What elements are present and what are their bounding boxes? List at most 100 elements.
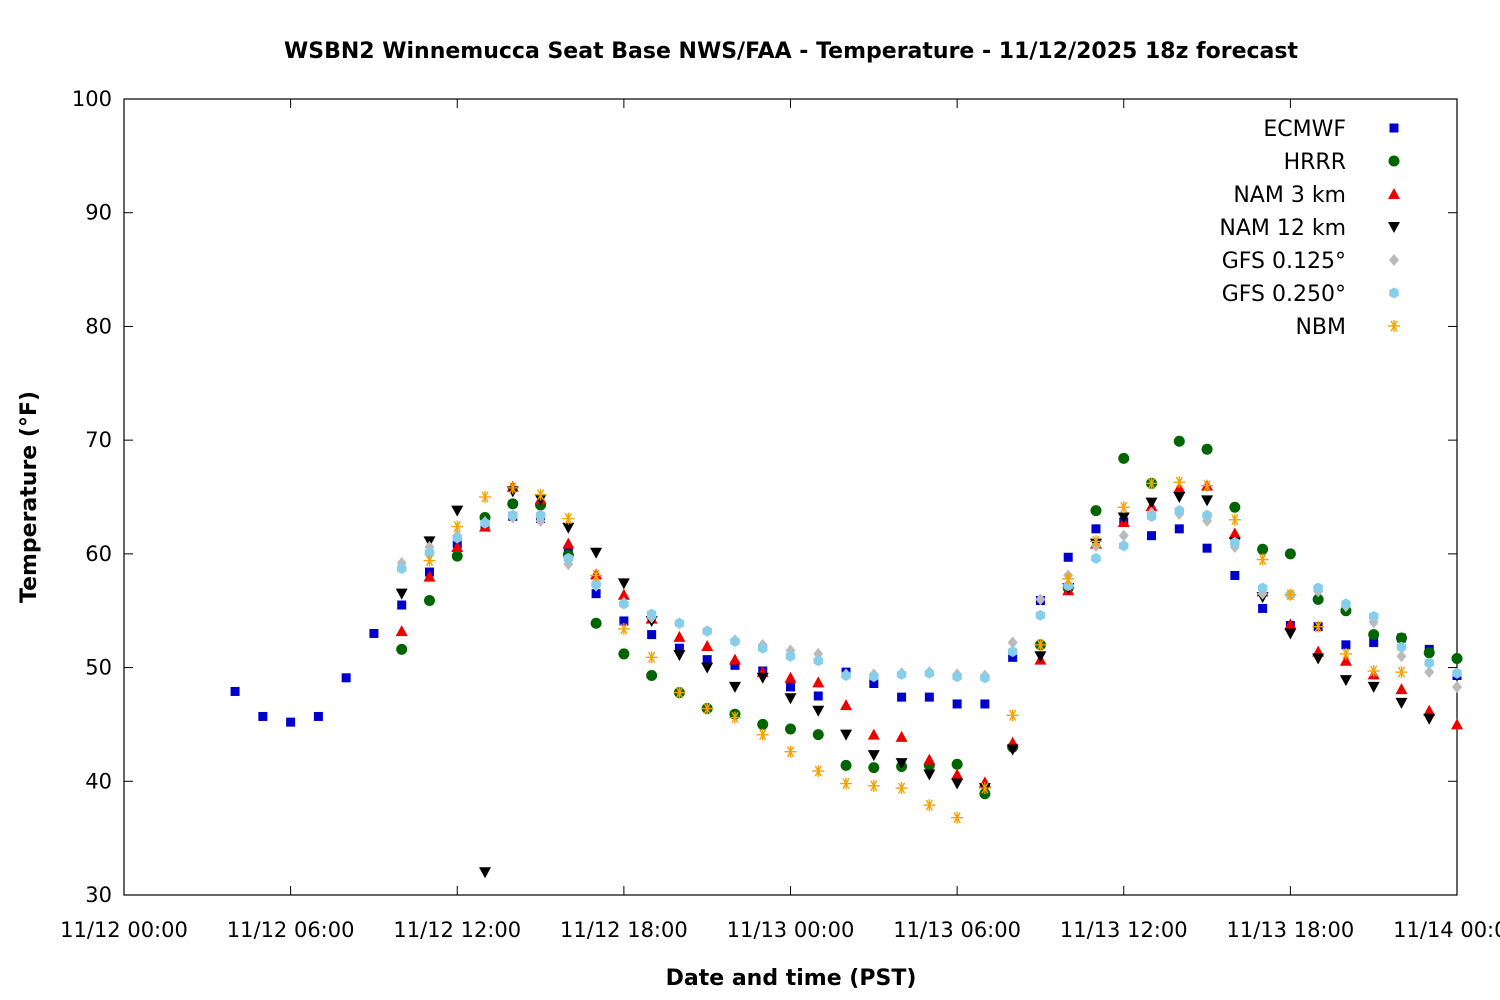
series-layer	[230, 435, 1463, 879]
legend-marker-nam-12-km	[1388, 222, 1400, 233]
data-point-nam-12-km	[1395, 697, 1408, 709]
chart-title: WSBN2 Winnemucca Seat Base NWS/FAA - Tem…	[284, 39, 1299, 64]
data-point-gfs-0-250	[896, 668, 907, 680]
data-point-hrrr	[785, 723, 796, 735]
data-point-hrrr	[1451, 652, 1463, 664]
data-point-nam-3-km	[1451, 718, 1463, 730]
data-point-ecmwf	[786, 682, 795, 692]
data-point-ecmwf	[341, 673, 351, 683]
data-point-hrrr	[646, 670, 658, 682]
data-point-gfs-0-250	[1313, 582, 1323, 594]
data-point-nam-12-km	[1006, 744, 1019, 756]
data-point-gfs-0-250	[952, 671, 962, 683]
legend-label-nam-12-km: NAM 12 km	[1219, 216, 1346, 241]
series-nam-12-km	[395, 486, 1436, 879]
data-point-nam-12-km	[1117, 512, 1130, 524]
data-point-nbm	[1006, 709, 1019, 722]
data-point-nam-3-km	[951, 768, 964, 780]
data-point-ecmwf	[730, 660, 740, 670]
data-point-nbm	[812, 765, 825, 778]
x-tick-label: 11/14 00:00	[1393, 918, 1500, 942]
data-point-ecmwf	[1147, 531, 1157, 541]
data-point-nbm	[728, 711, 741, 724]
data-point-gfs-0-250	[1035, 609, 1046, 621]
y-tick-label: 60	[85, 542, 112, 566]
series-gfs-0-250	[396, 505, 1462, 684]
data-point-nam-12-km	[1145, 497, 1158, 509]
data-point-gfs-0-250	[1007, 646, 1018, 658]
data-point-nam-3-km	[1339, 654, 1352, 666]
y-tick-label: 70	[85, 428, 112, 452]
y-tick-label: 100	[72, 87, 112, 111]
data-point-ecmwf	[647, 630, 657, 640]
data-point-gfs-0-250	[1146, 510, 1157, 522]
data-point-nam-3-km	[923, 753, 936, 765]
data-point-nam-12-km	[590, 547, 603, 559]
data-point-nbm	[978, 782, 991, 795]
legend-marker-nam-3-km	[1388, 188, 1400, 199]
y-tick-label: 40	[85, 769, 112, 793]
data-point-nam-12-km	[1034, 651, 1047, 663]
data-point-ecmwf	[1063, 552, 1073, 562]
data-point-ecmwf	[674, 643, 684, 653]
data-point-nam-12-km	[840, 729, 853, 741]
data-point-nam-3-km	[701, 639, 714, 651]
data-point-nbm	[1256, 553, 1269, 566]
data-point-gfs-0-250	[730, 635, 740, 647]
data-point-gfs-0-250	[841, 670, 851, 682]
data-point-ecmwf	[897, 692, 907, 702]
legend-label-gfs-0-125: GFS 0.125°	[1222, 249, 1346, 274]
data-point-nam-3-km	[423, 570, 436, 582]
data-point-hrrr	[590, 617, 602, 629]
legend-label-hrrr: HRRR	[1284, 150, 1346, 175]
data-point-nbm	[562, 512, 575, 525]
data-point-ecmwf	[258, 711, 268, 721]
series-hrrr	[396, 435, 1463, 800]
data-point-nam-12-km	[617, 578, 630, 590]
data-point-nam-3-km	[673, 630, 686, 642]
data-point-ecmwf	[230, 686, 240, 696]
data-point-nam-3-km	[451, 541, 464, 553]
data-point-gfs-0-250	[452, 532, 463, 544]
data-point-ecmwf	[980, 699, 990, 709]
data-point-gfs-0-250	[508, 509, 518, 521]
x-tick-label: 11/12 06:00	[227, 918, 355, 942]
data-point-nam-3-km	[728, 653, 741, 665]
data-point-nbm	[951, 811, 964, 824]
data-point-hrrr	[951, 758, 963, 770]
data-point-gfs-0-250	[785, 650, 796, 662]
data-point-nam-3-km	[1423, 704, 1436, 716]
data-point-nbm	[1117, 501, 1130, 514]
data-point-nam-3-km	[617, 588, 630, 600]
data-point-hrrr	[1368, 629, 1380, 641]
data-point-nbm	[590, 569, 603, 582]
data-point-ecmwf	[1202, 543, 1212, 553]
data-point-nam-12-km	[756, 672, 769, 684]
data-point-gfs-0-250	[674, 617, 685, 629]
x-tick-label: 11/12 00:00	[60, 918, 188, 942]
data-point-nbm	[1034, 638, 1047, 651]
data-point-gfs-0-250	[980, 672, 990, 684]
data-point-gfs-0-250	[1368, 610, 1379, 622]
legend-marker-gfs-0-125	[1389, 254, 1399, 266]
x-tick-label: 11/13 18:00	[1227, 918, 1355, 942]
data-point-gfs-0-250	[702, 625, 712, 637]
legend-label-nbm: NBM	[1295, 315, 1346, 340]
x-tick-label: 11/13 12:00	[1060, 918, 1188, 942]
data-point-nbm	[784, 745, 797, 758]
data-point-gfs-0-250	[1174, 505, 1185, 517]
data-point-ecmwf	[286, 717, 296, 727]
data-point-ecmwf	[1008, 652, 1018, 662]
data-point-ecmwf	[369, 628, 379, 638]
data-point-nam-12-km	[784, 693, 797, 705]
data-point-nbm	[1062, 572, 1075, 585]
data-point-gfs-0-125	[1424, 666, 1435, 679]
data-point-hrrr	[1312, 593, 1324, 605]
x-tick-label: 11/12 18:00	[560, 918, 688, 942]
data-point-gfs-0-125	[1035, 593, 1046, 606]
data-point-nbm	[1173, 476, 1186, 489]
data-point-ecmwf	[619, 616, 629, 626]
data-point-nbm	[645, 651, 658, 664]
data-point-nam-12-km	[451, 505, 464, 517]
data-point-hrrr	[451, 550, 463, 562]
